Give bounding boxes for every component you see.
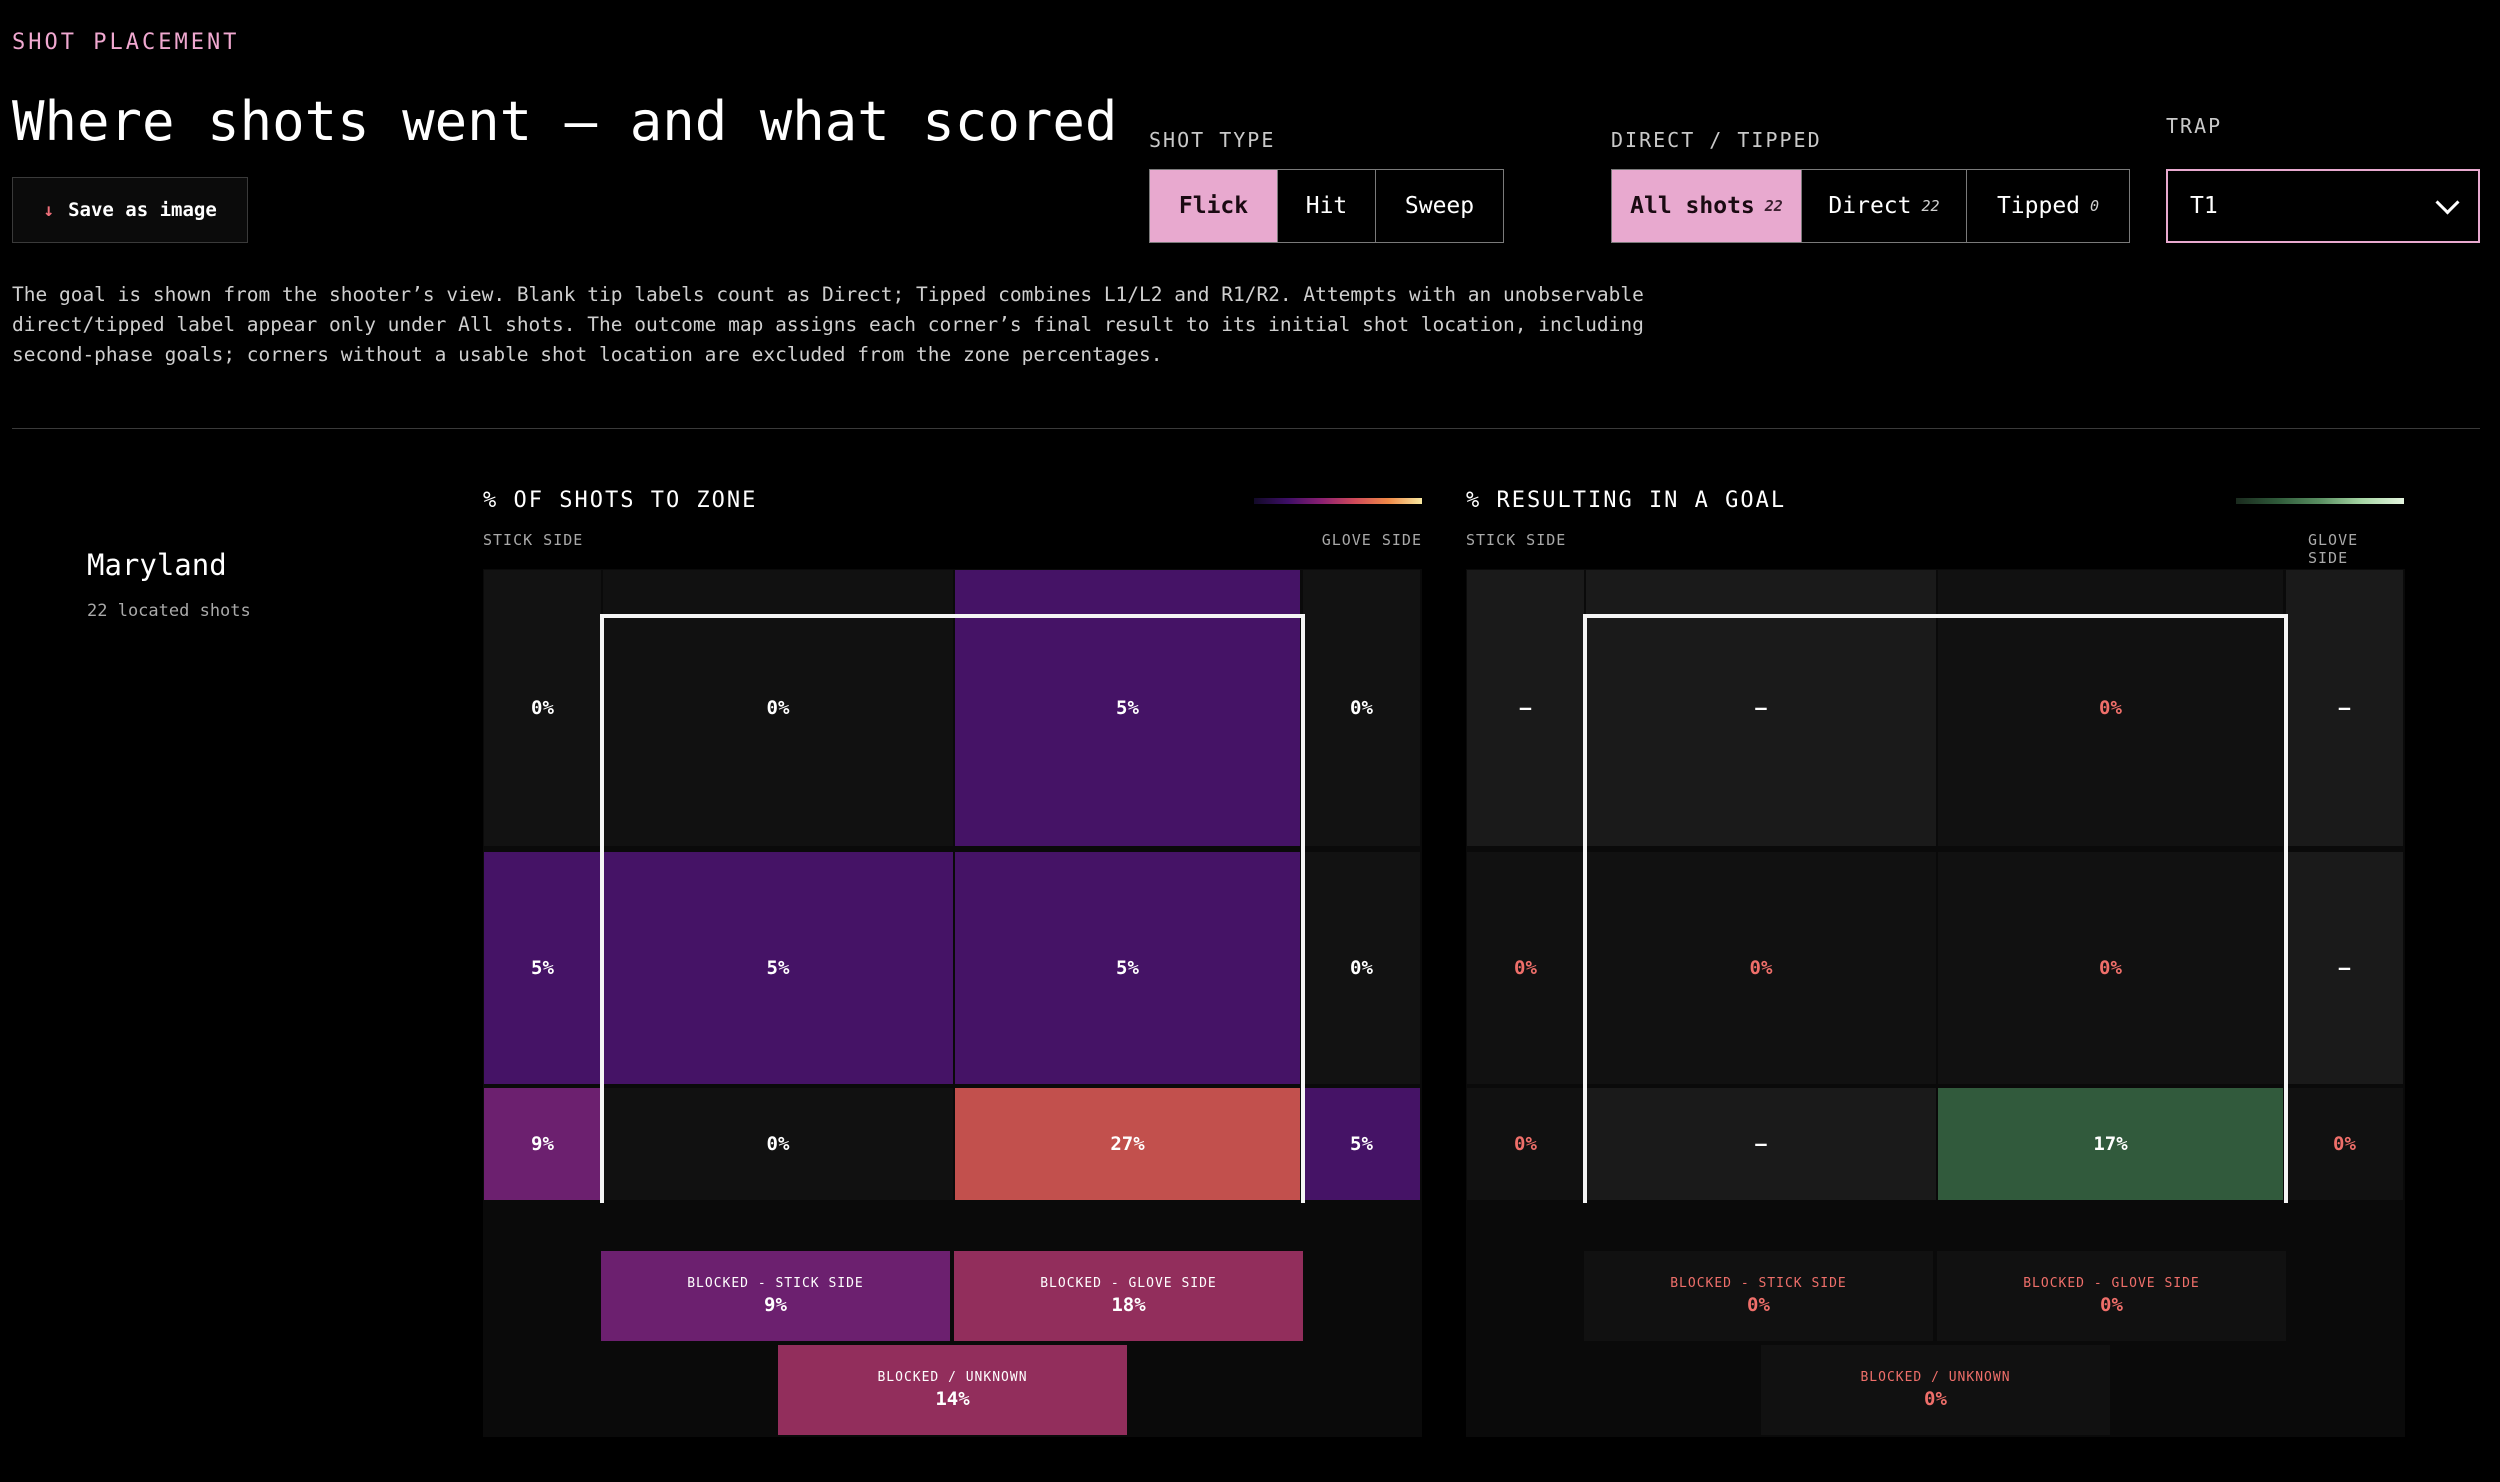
goals-blocked-glove-side: BLOCKED - GLOVE SIDE 0% xyxy=(1937,1251,2286,1341)
goals-blocked-stick-side: BLOCKED - STICK SIDE 0% xyxy=(1584,1251,1933,1341)
goals-zone-r3-in-right: 17% xyxy=(1938,1088,2283,1200)
filter-direct-count: 22 xyxy=(1921,197,1940,215)
shots-zone-r1-in-right: 5% xyxy=(955,570,1300,846)
goals-zone-r3-out-left: 0% xyxy=(1467,1088,1584,1200)
goals-zone-r1-out-left: — xyxy=(1467,570,1584,846)
filter-tipped-count: 0 xyxy=(2090,197,2100,215)
goals-zone-r1-in-left: — xyxy=(1586,570,1936,846)
direct-tipped-toggle: All shots 22 Direct 22 Tipped 0 xyxy=(1611,169,2130,243)
goals-zone-r2-out-right: — xyxy=(2286,852,2403,1084)
shots-glove-side-label: GLOVE SIDE xyxy=(1321,531,1422,549)
shots-blocked-stick-side-value: 9% xyxy=(764,1294,787,1316)
shots-stick-side-label: STICK SIDE xyxy=(483,531,584,549)
shots-blocked-unknown-label: BLOCKED / UNKNOWN xyxy=(877,1370,1028,1385)
filter-tipped-label: Tipped xyxy=(1996,193,2081,219)
shot-type-flick[interactable]: Flick xyxy=(1150,170,1278,242)
filter-all-shots-label: All shots xyxy=(1630,193,1755,219)
download-arrow-icon: ↓ xyxy=(43,199,55,221)
goals-panel-title: % RESULTING IN A GOAL xyxy=(1466,488,1787,513)
shots-zone-r3-in-left: 0% xyxy=(603,1088,953,1200)
direct-tipped-label: DIRECT / TIPPED xyxy=(1611,128,1822,152)
goals-blocked-stick-side-value: 0% xyxy=(1747,1294,1770,1316)
goals-zone-r3-in-left: — xyxy=(1586,1088,1936,1200)
trap-select-value: T1 xyxy=(2190,193,2218,219)
description-text: The goal is shown from the shooter’s vie… xyxy=(12,283,1644,366)
shots-blocked-unknown: BLOCKED / UNKNOWN 14% xyxy=(778,1345,1127,1435)
shots-zone-r3-out-right: 5% xyxy=(1303,1088,1420,1200)
goals-zone-r1-in-right: 0% xyxy=(1938,570,2283,846)
shots-blocked-unknown-value: 14% xyxy=(935,1388,970,1410)
page-title: Where shots went — and what scored xyxy=(12,90,1118,153)
filter-all-shots-count: 22 xyxy=(1764,197,1783,215)
shots-blocked-glove-side-label: BLOCKED - GLOVE SIDE xyxy=(1040,1276,1217,1291)
shots-panel-title: % OF SHOTS TO ZONE xyxy=(483,488,758,513)
trap-select[interactable]: T1 xyxy=(2166,169,2480,243)
trap-label: TRAP xyxy=(2166,114,2223,138)
shots-zone-r3-in-right: 27% xyxy=(955,1088,1300,1200)
shots-color-legend xyxy=(1254,498,1422,504)
goals-color-legend xyxy=(2236,498,2404,504)
shots-blocked-glove-side-value: 18% xyxy=(1111,1294,1146,1316)
shots-blocked-stick-side-label: BLOCKED - STICK SIDE xyxy=(687,1276,864,1291)
shot-type-sweep[interactable]: Sweep xyxy=(1404,193,1475,219)
section-eyebrow: SHOT PLACEMENT xyxy=(12,30,240,55)
shots-zone-r2-in-right: 5% xyxy=(955,852,1300,1084)
shots-blocked-stick-side: BLOCKED - STICK SIDE 9% xyxy=(601,1251,950,1341)
goals-glove-side-label: GLOVE SIDE xyxy=(2308,531,2359,567)
filter-direct-label: Direct xyxy=(1828,193,1912,219)
divider xyxy=(12,428,2480,429)
shots-zone-r3-out-left: 9% xyxy=(484,1088,601,1200)
shot-type-label: SHOT TYPE xyxy=(1149,128,1276,152)
goals-blocked-unknown-value: 0% xyxy=(1924,1388,1947,1410)
goals-blocked-unknown-label: BLOCKED / UNKNOWN xyxy=(1860,1370,2011,1385)
shots-zone-r1-in-left: 0% xyxy=(603,570,953,846)
team-shot-count: 22 located shots xyxy=(87,601,251,621)
goals-zone-r2-out-left: 0% xyxy=(1467,852,1584,1084)
filter-tipped[interactable]: Tipped 0 xyxy=(1967,170,2129,242)
goals-blocked-stick-side-label: BLOCKED - STICK SIDE xyxy=(1670,1276,1847,1291)
goals-blocked-unknown: BLOCKED / UNKNOWN 0% xyxy=(1761,1345,2110,1435)
goals-stick-side-label: STICK SIDE xyxy=(1466,531,1567,549)
chevron-down-icon xyxy=(2435,189,2460,215)
goals-zone-r2-in-left: 0% xyxy=(1586,852,1936,1084)
shots-zone-r2-out-right: 0% xyxy=(1303,852,1420,1084)
goals-blocked-glove-side-value: 0% xyxy=(2100,1294,2123,1316)
goals-zone-r2-in-right: 0% xyxy=(1938,852,2283,1084)
goals-blocked-glove-side-label: BLOCKED - GLOVE SIDE xyxy=(2023,1276,2200,1291)
shot-type-hit[interactable]: Hit xyxy=(1278,170,1376,242)
shots-blocked-glove-side: BLOCKED - GLOVE SIDE 18% xyxy=(954,1251,1303,1341)
save-as-image-label: Save as image xyxy=(68,199,217,221)
team-name: Maryland xyxy=(87,548,227,582)
filter-direct[interactable]: Direct 22 xyxy=(1802,170,1967,242)
goals-zone-r3-out-right: 0% xyxy=(2286,1088,2403,1200)
shots-zone-r1-out-left: 0% xyxy=(484,570,601,846)
save-as-image-button[interactable]: ↓ Save as image xyxy=(12,177,248,243)
shot-type-toggle: Flick Hit Sweep xyxy=(1149,169,1504,243)
filter-all-shots[interactable]: All shots 22 xyxy=(1612,170,1802,242)
goals-zone-r1-out-right: — xyxy=(2286,570,2403,846)
shots-zone-r2-in-left: 5% xyxy=(603,852,953,1084)
shots-zone-r1-out-right: 0% xyxy=(1303,570,1420,846)
shots-zone-r2-out-left: 5% xyxy=(484,852,601,1084)
